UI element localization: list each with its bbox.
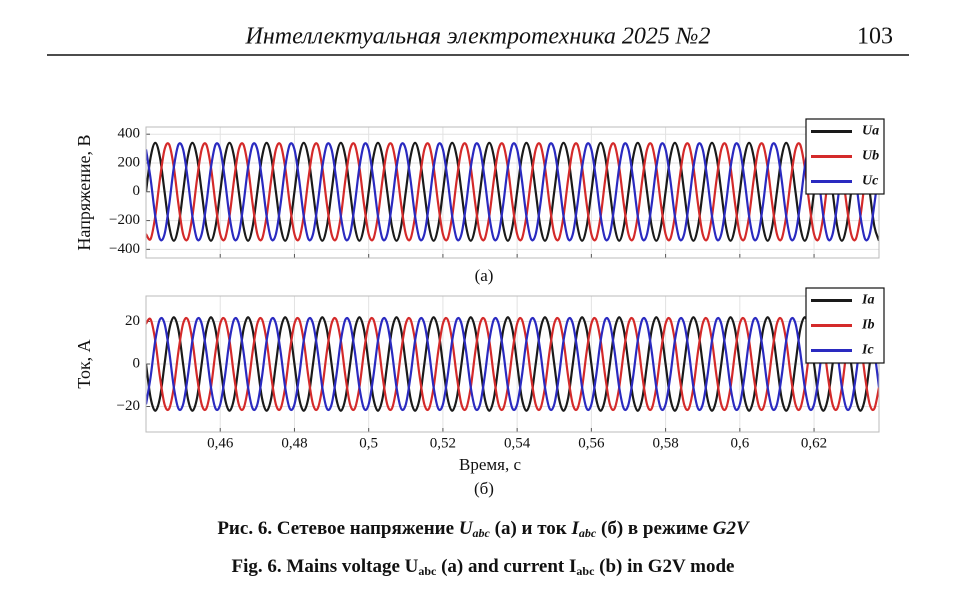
y-tick-label: 400 bbox=[118, 126, 141, 142]
x-tick-label: 0,48 bbox=[281, 435, 307, 451]
y-tick-label: 0 bbox=[133, 355, 141, 371]
caption-text: (а) и ток bbox=[489, 518, 572, 539]
plot-frame bbox=[145, 295, 880, 433]
caption-subscript: abc bbox=[576, 564, 595, 578]
page-number: 103 bbox=[857, 24, 893, 50]
legend-label: Uc bbox=[862, 174, 879, 189]
legend-label: Ib bbox=[861, 318, 874, 333]
y-axis-label: Ток, А bbox=[74, 339, 94, 388]
series-line bbox=[146, 142, 879, 242]
legend-label: Ub bbox=[862, 149, 879, 164]
x-tick-label: 0,56 bbox=[578, 435, 605, 451]
y-tick-label: 0 bbox=[133, 183, 141, 199]
y-axis-label: Напряжение, В bbox=[74, 134, 94, 250]
panel-label: (б) bbox=[474, 479, 494, 498]
series-line bbox=[146, 142, 879, 242]
caption-subscript: abc bbox=[578, 526, 597, 540]
x-axis-label: Время, с bbox=[459, 455, 521, 474]
caption-text: (a) and current I bbox=[436, 556, 577, 577]
journal-title: Интеллектуальная электротехника 2025 №2 bbox=[245, 24, 711, 50]
caption-text: Рис. 6. Сетевое напряжение bbox=[217, 518, 459, 539]
caption-symbol: G2V bbox=[712, 518, 749, 539]
series-line bbox=[146, 316, 879, 412]
series-line bbox=[146, 141, 879, 242]
y-tick-label: 20 bbox=[125, 313, 140, 329]
figure: Интеллектуальная электротехника 2025 №2 … bbox=[47, 24, 909, 498]
caption-en: Fig. 6. Mains voltage Uabc (a) and curre… bbox=[0, 556, 966, 579]
panel-label: (а) bbox=[475, 266, 494, 285]
caption-text: Fig. 6. Mains voltage U bbox=[231, 556, 419, 577]
caption-symbol: U bbox=[458, 518, 473, 539]
x-tick-label: 0,54 bbox=[504, 435, 531, 451]
x-tick-label: 0,52 bbox=[430, 435, 456, 451]
legend-label: Ua bbox=[862, 124, 879, 139]
legend-label: Ia bbox=[861, 293, 874, 308]
caption-text: (б) в режиме bbox=[596, 518, 713, 539]
y-tick-label: −400 bbox=[109, 241, 140, 257]
x-tick-label: 0,58 bbox=[652, 435, 678, 451]
caption-subscript: abc bbox=[418, 564, 437, 578]
caption-symbol: I bbox=[571, 518, 579, 539]
legend-label: Ic bbox=[861, 343, 874, 358]
x-tick-label: 0,5 bbox=[359, 435, 378, 451]
caption-text: (b) in G2V mode bbox=[594, 556, 735, 577]
y-tick-label: −200 bbox=[109, 212, 140, 228]
y-tick-label: −20 bbox=[117, 398, 140, 414]
caption-subscript: abc bbox=[472, 526, 490, 540]
x-tick-label: 0,62 bbox=[801, 435, 827, 451]
caption-ru: Рис. 6. Сетевое напряжение Uabc (а) и то… bbox=[0, 518, 966, 541]
x-tick-label: 0,6 bbox=[730, 435, 749, 451]
x-tick-label: 0,46 bbox=[207, 435, 234, 451]
series-line bbox=[146, 316, 879, 412]
series-line bbox=[146, 316, 879, 412]
y-tick-label: 200 bbox=[118, 154, 141, 170]
